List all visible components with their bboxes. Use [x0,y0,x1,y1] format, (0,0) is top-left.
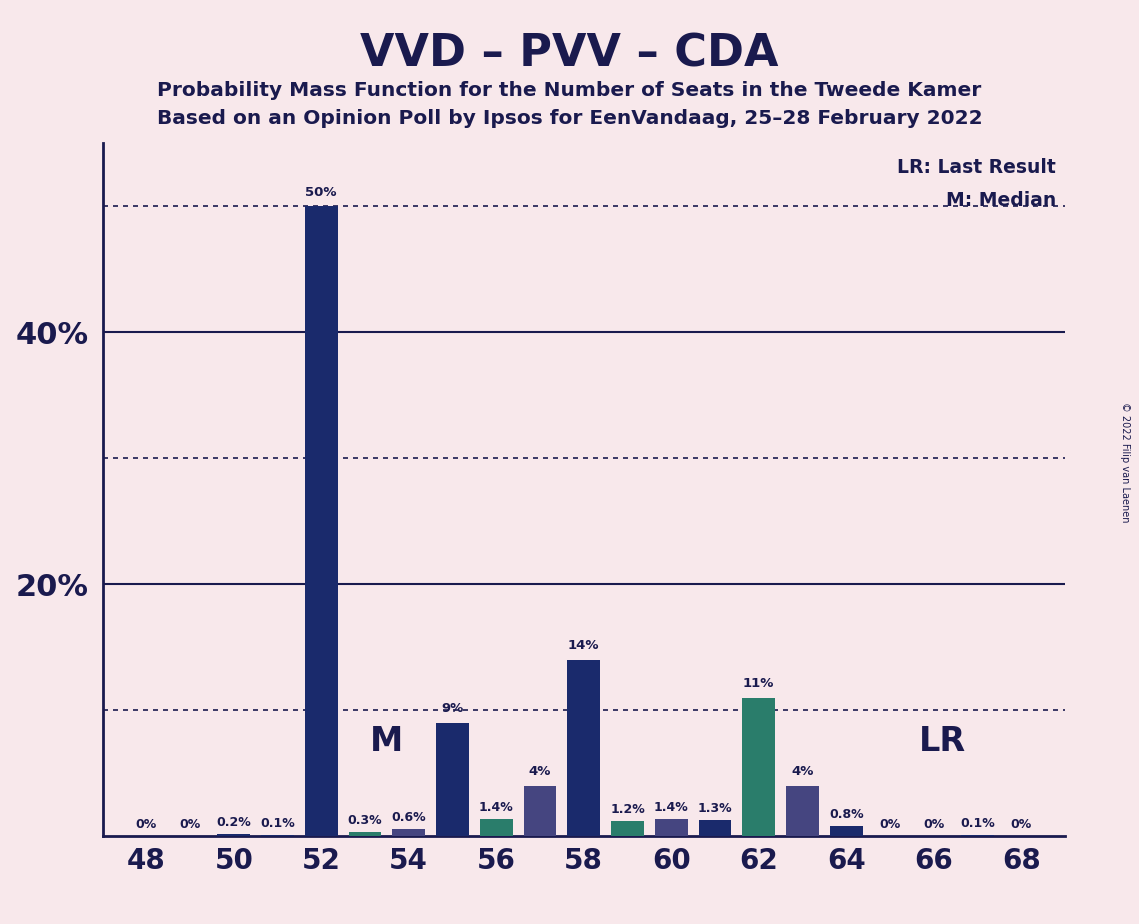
Bar [349,833,382,836]
Text: © 2022 Filip van Laenen: © 2022 Filip van Laenen [1121,402,1130,522]
Text: 0.6%: 0.6% [392,810,426,823]
Bar [218,833,251,836]
Text: 0%: 0% [179,818,200,832]
Text: M: Median: M: Median [947,191,1056,210]
Text: 14%: 14% [568,639,599,652]
Bar [743,698,776,836]
Text: 4%: 4% [792,765,813,778]
Text: Based on an Opinion Poll by Ipsos for EenVandaag, 25–28 February 2022: Based on an Opinion Poll by Ipsos for Ee… [157,109,982,128]
Text: 50%: 50% [305,186,337,199]
Text: 1.3%: 1.3% [698,802,732,815]
Bar [436,723,469,836]
Text: 0%: 0% [136,818,157,832]
Text: 0.8%: 0.8% [829,808,863,821]
Text: 1.4%: 1.4% [478,800,514,813]
Bar [524,785,556,836]
Bar [305,206,337,836]
Bar [612,821,644,836]
Bar [961,835,994,836]
Text: 0%: 0% [1010,818,1032,832]
Text: M: M [370,725,403,759]
Bar [392,829,425,836]
Bar [261,835,294,836]
Text: 0%: 0% [879,818,901,832]
Text: 4%: 4% [528,765,551,778]
Text: Probability Mass Function for the Number of Seats in the Tweede Kamer: Probability Mass Function for the Number… [157,81,982,101]
Text: 0.1%: 0.1% [260,817,295,830]
Bar [480,819,513,836]
Text: 9%: 9% [442,702,464,715]
Text: LR: LR [919,725,966,759]
Text: 0.1%: 0.1% [960,817,994,830]
Bar [830,826,862,836]
Text: 1.4%: 1.4% [654,800,689,813]
Bar [567,660,600,836]
Text: 0.2%: 0.2% [216,816,251,829]
Bar [698,820,731,836]
Text: VVD – PVV – CDA: VVD – PVV – CDA [360,32,779,76]
Bar [786,785,819,836]
Text: 0.3%: 0.3% [347,814,383,827]
Text: LR: Last Result: LR: Last Result [898,158,1056,177]
Text: 11%: 11% [743,677,775,690]
Bar [655,819,688,836]
Text: 0%: 0% [923,818,944,832]
Text: 1.2%: 1.2% [611,803,645,816]
